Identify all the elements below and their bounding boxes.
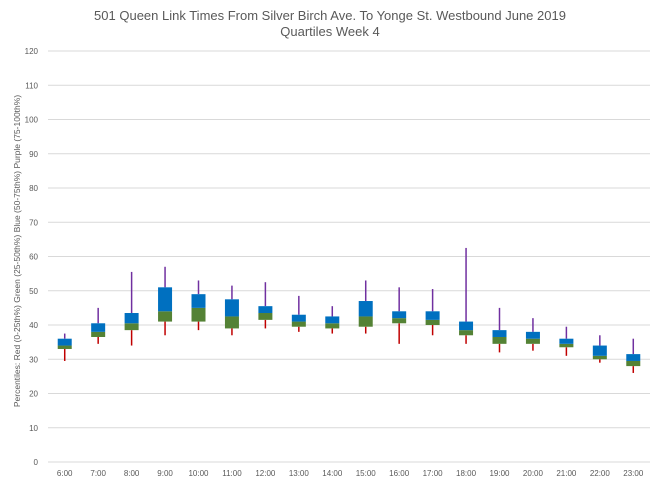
box-1600 [392, 287, 407, 344]
q1-median-box [224, 316, 239, 329]
q1-median-box [492, 336, 507, 344]
y-tick-label: 20 [29, 390, 38, 399]
x-tick-label: 8:00 [124, 469, 140, 478]
q1-median-box [124, 323, 139, 331]
y-tick-label: 120 [25, 47, 39, 56]
chart-title: 501 Queen Link Times From Silver Birch A… [94, 8, 566, 23]
x-tick-label: 21:00 [556, 469, 577, 478]
y-tick-label: 90 [29, 150, 38, 159]
median-q3-box [525, 331, 540, 339]
q1-median-box [425, 319, 440, 325]
median-q3-box [258, 306, 273, 314]
median-q3-box [559, 338, 574, 344]
q1-median-box [158, 311, 173, 322]
x-tick-label: 22:00 [590, 469, 611, 478]
x-tick-label: 7:00 [90, 469, 106, 478]
x-tick-label: 6:00 [57, 469, 73, 478]
x-tick-label: 13:00 [289, 469, 310, 478]
median-q3-box [626, 354, 641, 361]
x-tick-label: 11:00 [222, 469, 242, 478]
median-q3-box [425, 311, 440, 320]
box-2000 [525, 318, 540, 351]
x-tick-labels: 6:00 7:00 8:00 9:00 10:00 11:00 12:00 13:00 14:0… [57, 469, 644, 478]
y-tick-label: 60 [29, 253, 38, 262]
x-tick-label: 14:00 [322, 469, 343, 478]
q1-median-box [191, 307, 206, 322]
median-q3-box [291, 314, 306, 322]
q1-median-box [559, 343, 574, 348]
box-1900 [492, 307, 507, 353]
median-q3-box [158, 287, 173, 312]
box-1100 [224, 285, 239, 336]
y-axis-label: Percentiles: Red (0-25th%) Green (25-50t… [12, 95, 22, 407]
y-tick-label: 70 [29, 218, 38, 227]
box-2200 [592, 335, 607, 363]
q1-median-box [626, 360, 641, 367]
median-q3-box [224, 299, 239, 317]
median-q3-box [124, 313, 139, 324]
y-tick-label: 110 [25, 81, 38, 90]
median-q3-box [392, 311, 407, 319]
x-tick-label: 18:00 [456, 469, 477, 478]
x-tick-label: 12:00 [255, 469, 276, 478]
q1-median-box [57, 345, 72, 349]
q1-median-box [392, 318, 407, 324]
y-tick-label: 50 [29, 287, 38, 296]
chart-subtitle: Quartiles Week 4 [280, 24, 379, 39]
x-tick-label: 10:00 [188, 469, 209, 478]
median-q3-box [57, 338, 72, 346]
box-2300 [626, 338, 641, 373]
y-tick-label: 80 [29, 184, 38, 193]
box-marks [57, 247, 641, 373]
box-1400 [325, 306, 340, 334]
box-900 [158, 266, 173, 336]
gridlines [48, 50, 650, 463]
x-tick-label: 20:00 [523, 469, 544, 478]
q1-median-box [325, 323, 340, 329]
box-2100 [559, 326, 574, 356]
y-tick-label: 30 [29, 355, 38, 364]
box-1700 [425, 289, 440, 336]
box-1500 [358, 280, 373, 334]
median-q3-box [325, 316, 340, 324]
q1-median-box [592, 355, 607, 360]
box-800 [124, 271, 139, 346]
x-tick-label: 17:00 [423, 469, 444, 478]
median-q3-box [592, 345, 607, 356]
box-1300 [291, 295, 306, 332]
x-tick-label: 16:00 [389, 469, 410, 478]
q1-median-box [358, 316, 373, 327]
q1-median-box [258, 313, 273, 320]
q1-median-box [525, 338, 540, 344]
median-q3-box [459, 321, 474, 331]
x-tick-label: 19:00 [489, 469, 510, 478]
median-q3-box [358, 301, 373, 317]
q1-median-box [459, 330, 474, 336]
y-tick-label: 100 [25, 116, 39, 125]
box-1800 [459, 247, 474, 344]
q1-median-box [91, 331, 106, 337]
y-tick-label: 10 [29, 424, 38, 433]
box-1200 [258, 282, 273, 329]
box-1000 [191, 280, 206, 331]
x-tick-label: 15:00 [356, 469, 377, 478]
y-tick-labels: 0 10 20 30 40 50 60 70 80 90 100 110 120 [25, 47, 39, 467]
y-tick-label: 40 [29, 321, 38, 330]
q1-median-box [291, 321, 306, 327]
y-tick-label: 0 [34, 458, 39, 467]
x-tick-label: 23:00 [623, 469, 644, 478]
x-tick-label: 9:00 [157, 469, 173, 478]
median-q3-box [492, 330, 507, 337]
box-700 [91, 307, 106, 344]
box-600 [57, 333, 72, 361]
median-q3-box [91, 323, 106, 332]
median-q3-box [191, 294, 206, 308]
